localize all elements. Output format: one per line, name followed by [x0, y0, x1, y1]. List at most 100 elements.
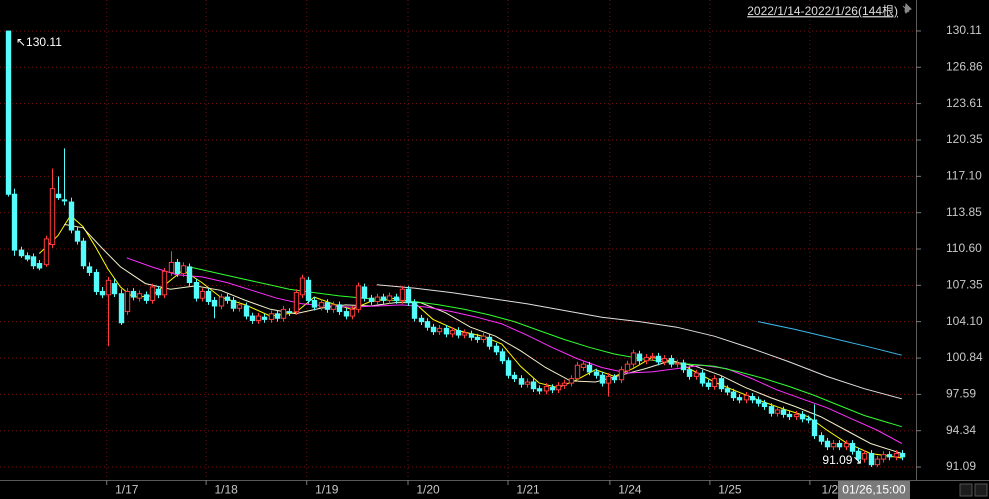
candle-body: [230, 299, 237, 309]
candle-body: [18, 249, 25, 257]
candle-body: [618, 369, 625, 381]
candle-body: [818, 435, 825, 442]
x-tick-label: 1/20: [416, 483, 440, 497]
candle-body: [530, 381, 537, 390]
candle-body: [624, 363, 631, 372]
candle-body: [318, 302, 325, 308]
scroll-button[interactable]: [959, 483, 973, 497]
x-tick-label: 1/18: [214, 483, 238, 497]
candle-body: [718, 378, 725, 390]
candle-body: [118, 293, 125, 324]
crosshair-box: [838, 481, 910, 499]
candle-body: [255, 315, 262, 322]
candle-body: [380, 296, 387, 301]
candle-body: [574, 364, 581, 380]
candle-body: [555, 384, 562, 391]
candle-body: [611, 377, 618, 381]
candle-body: [793, 413, 800, 418]
candle-body: [768, 406, 775, 414]
y-tick-label: 130.11: [946, 23, 982, 37]
candle-body: [174, 261, 181, 275]
candle-body: [568, 378, 575, 384]
candle-body: [399, 288, 406, 301]
x-tick-label: 1/25: [718, 483, 742, 497]
candle-body: [493, 345, 500, 353]
candle-body: [511, 374, 518, 380]
candle-body: [361, 286, 368, 299]
candle-body: [424, 321, 431, 328]
candle-body: [724, 388, 731, 393]
candle-body: [193, 282, 200, 299]
candle-body: [186, 266, 193, 284]
candle-body: [411, 302, 418, 319]
scroll-button[interactable]: [974, 483, 988, 497]
range-header[interactable]: 2022/1/14-2022/1/26(144根): [747, 4, 898, 18]
candle-body: [68, 201, 75, 231]
candle-body: [593, 371, 600, 376]
candle-body: [343, 311, 350, 317]
candle-body: [468, 333, 475, 338]
candle-body: [443, 327, 450, 335]
candle-body: [655, 355, 662, 363]
candle-body: [843, 442, 850, 448]
candle-body: [405, 288, 412, 304]
candle-body: [580, 363, 587, 368]
candle-layer: [5, 30, 906, 468]
candle-body: [299, 277, 306, 296]
candle-body: [324, 302, 331, 310]
candle-body: [674, 362, 681, 365]
candle-body: [805, 418, 812, 421]
candle-body: [755, 399, 762, 404]
x-tick-label: 1/19: [315, 483, 339, 497]
candle-body: [268, 313, 275, 320]
candle-body: [286, 311, 293, 314]
candle-body: [111, 283, 118, 295]
candle-body: [211, 299, 218, 307]
y-tick-label: 100.84: [946, 350, 983, 364]
candle-body: [261, 316, 268, 320]
candle-body: [393, 296, 400, 301]
label-layer: 130.11 126.86 123.61 120.35 117.10 113.85 110.…: [16, 23, 983, 497]
pin-icon[interactable]: [902, 2, 912, 14]
y-tick-label: 113.85: [946, 205, 982, 219]
candle-body: [205, 290, 212, 303]
candle-body: [293, 292, 300, 313]
candle-body: [749, 396, 756, 401]
candle-body: [780, 409, 787, 415]
candle-body: [786, 413, 793, 418]
candle-body: [686, 369, 693, 377]
candle-body: [743, 394, 750, 401]
candle-body: [599, 374, 606, 384]
candle-body: [43, 238, 50, 266]
candle-body: [36, 263, 43, 269]
y-tick-label: 120.35: [946, 132, 983, 146]
candle-body: [799, 413, 806, 420]
candle-body: [455, 330, 462, 336]
candle-body: [605, 375, 612, 384]
candle-body: [224, 296, 231, 301]
y-tick-label: 91.09: [946, 459, 976, 473]
ma-line: [757, 321, 902, 356]
candle-body: [386, 295, 393, 301]
y-tick-label: 117.10: [946, 169, 982, 183]
candle-body: [518, 378, 525, 385]
candle-body: [55, 193, 62, 199]
candle-body: [374, 296, 381, 303]
candle-body: [524, 381, 531, 385]
candle-body: [549, 387, 556, 391]
candle-body: [886, 454, 893, 458]
candle-body: [180, 265, 187, 275]
candle-body: [124, 290, 131, 313]
candle-body: [836, 442, 843, 448]
candle-body: [436, 327, 443, 333]
max-label: ↖130.11: [16, 35, 62, 49]
y-tick-label: 123.61: [946, 96, 983, 110]
candle-body: [11, 193, 18, 251]
crosshair-label: 01/26,15:00: [842, 483, 906, 497]
candle-body: [849, 442, 856, 452]
x-tick-label: 1/21: [516, 483, 540, 497]
candle-body: [243, 305, 250, 317]
candle-body: [774, 409, 781, 414]
